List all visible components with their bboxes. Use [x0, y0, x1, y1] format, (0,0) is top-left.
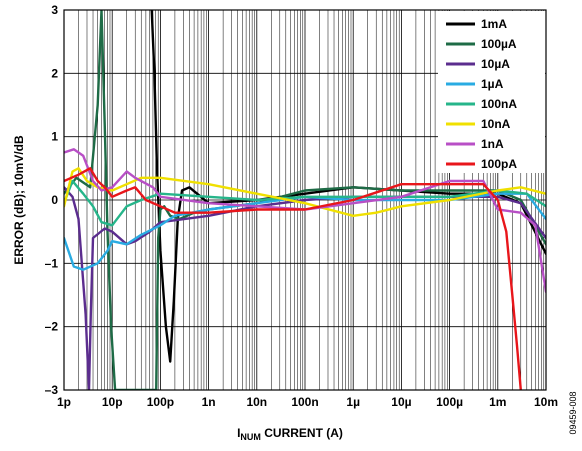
y-tick-label: –3 [45, 383, 59, 397]
y-tick-label: 2 [51, 66, 58, 80]
legend-label: 100µA [481, 37, 517, 51]
x-tick-label: 1m [489, 395, 506, 409]
legend-label: 100pA [481, 157, 517, 171]
series-line-100pA [64, 167, 522, 390]
x-axis-title: INUM CURRENT (A) [237, 426, 343, 442]
y-tick-label: 1 [51, 130, 58, 144]
y-tick-label: –1 [45, 256, 59, 270]
x-tick-label: 10p [102, 395, 123, 409]
legend-label: 10µA [481, 57, 510, 71]
legend-label: 1µA [481, 77, 504, 91]
x-tick-label: 1µ [346, 395, 360, 409]
legend: 1mA 100µA 10µA 1µA 100nA 10nA 1nA 100pA [438, 11, 545, 173]
legend-label: 100nA [481, 97, 517, 111]
y-tick-label: –2 [45, 320, 59, 334]
y-tick-label: 3 [51, 3, 58, 17]
x-tick-label: 100µ [436, 395, 463, 409]
x-tick-label: 10n [246, 395, 267, 409]
y-tick-label: 0 [51, 193, 58, 207]
legend-box [438, 11, 545, 173]
figure-id: 09459-008 [568, 391, 578, 434]
x-tick-label: 10m [534, 395, 558, 409]
legend-label: 1mA [481, 17, 507, 31]
series-line-100nA [64, 179, 546, 227]
y-tick-labels: 3 2 1 0 –1 –2 –3 [45, 3, 59, 397]
x-tick-label: 1p [57, 395, 71, 409]
series-line-1nA [64, 148, 546, 293]
series-line-10nA [64, 167, 546, 217]
x-tick-label: 100p [147, 395, 174, 409]
x-tick-labels: 1p 10p 100p 1n 10n 100n 1µ 10µ 100µ 1m 10m [57, 395, 558, 409]
x-tick-label: 10µ [391, 395, 411, 409]
x-tick-label: 100n [291, 395, 318, 409]
series-line-100µA [64, 10, 546, 390]
legend-label: 1nA [481, 137, 504, 151]
legend-label: 10nA [481, 117, 511, 131]
x-tick-label: 1n [202, 395, 216, 409]
series-lines [64, 10, 546, 390]
y-axis-title: ERROR (dB); 10mV/dB [12, 135, 26, 265]
plot-frame [63, 9, 547, 391]
series-line-1mA [150, 10, 546, 363]
